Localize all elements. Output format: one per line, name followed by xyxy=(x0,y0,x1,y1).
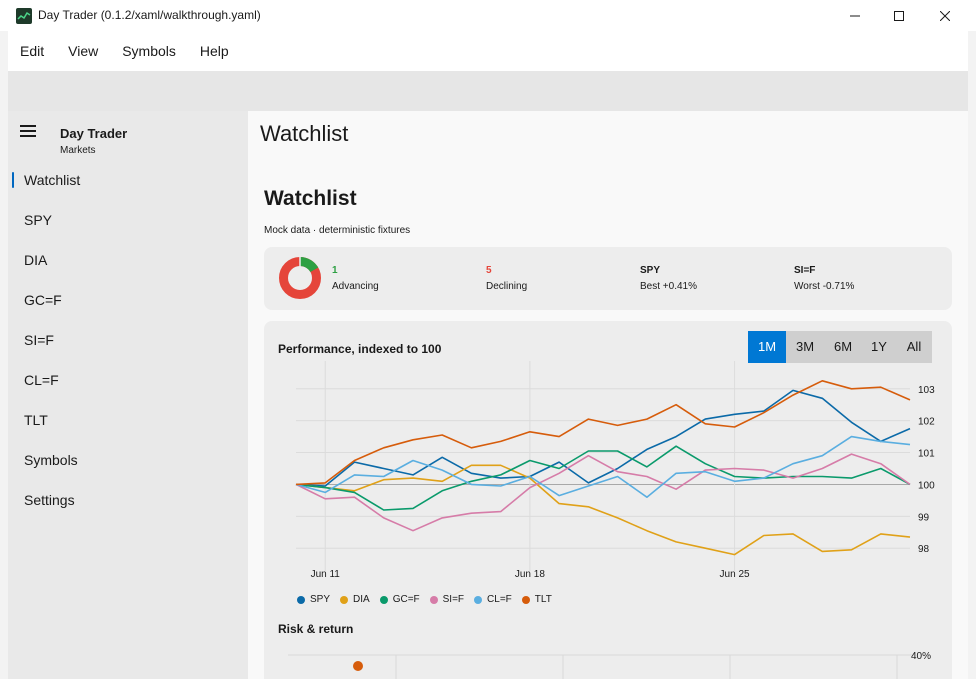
minimize-button[interactable] xyxy=(832,0,878,31)
menu-symbols[interactable]: Symbols xyxy=(122,43,176,59)
range-all-button[interactable]: All xyxy=(906,339,922,354)
range-3m-button[interactable]: 3M xyxy=(795,339,815,354)
sidebar-item-dia[interactable]: DIA xyxy=(24,252,48,268)
legend-label: TLT xyxy=(534,594,552,605)
close-button[interactable] xyxy=(922,0,968,31)
x-tick-label: Jun 25 xyxy=(720,569,750,580)
range-6m-button[interactable]: 6M xyxy=(833,339,853,354)
sidebar: Day Trader Markets Watchlist SPY DIA GC=… xyxy=(8,111,248,679)
legend-label: DIA xyxy=(353,594,370,605)
sidebar-item-tlt[interactable]: TLT xyxy=(24,412,48,428)
close-icon xyxy=(940,10,950,21)
sidebar-item-si[interactable]: SI=F xyxy=(24,332,54,348)
app-subtitle: Markets xyxy=(60,145,96,156)
y-tick-label: 101 xyxy=(918,449,935,460)
legend-item-si[interactable]: SI=F xyxy=(429,594,465,605)
legend-item-spy[interactable]: SPY xyxy=(297,594,330,605)
legend-item-cl[interactable]: CL=F xyxy=(474,594,512,605)
risk-return-chart: 40% xyxy=(288,651,931,679)
best-label: Best +0.41% xyxy=(640,281,697,292)
stat-declining: 5 Declining xyxy=(486,265,527,292)
stat-worst: SI=F Worst -0.71% xyxy=(794,265,854,292)
performance-chart: 98 99 100 101 102 103 Jun 11 Jun 18 Jun 25 xyxy=(295,361,935,580)
series-line-dia xyxy=(295,464,911,556)
window-title: Day Trader (0.1.2/xaml/walkthrough.yaml) xyxy=(38,8,261,22)
advancing-label: Advancing xyxy=(332,281,379,292)
minimize-icon xyxy=(850,15,860,16)
main-content: Watchlist Watchlist Mock data · determin… xyxy=(248,111,968,679)
page-header: Watchlist xyxy=(260,121,349,146)
title-bar: Day Trader (0.1.2/xaml/walkthrough.yaml) xyxy=(0,0,976,31)
legend-label: SPY xyxy=(310,594,331,605)
sidebar-item-cl[interactable]: CL=F xyxy=(24,372,59,388)
menu-view[interactable]: View xyxy=(68,43,99,59)
y-tick-label: 98 xyxy=(918,544,930,555)
sidebar-nav: Watchlist SPY DIA GC=F SI=F CL=F TLT Sym… xyxy=(8,160,248,520)
legend-dot xyxy=(429,595,438,604)
risk-return-y-label: 40% xyxy=(911,651,931,662)
risk-return-point-tlt[interactable] xyxy=(353,661,363,671)
app-name: Day Trader xyxy=(60,126,128,141)
legend-dot xyxy=(474,595,483,604)
series-line-tlt xyxy=(295,379,911,486)
hamburger-menu-icon[interactable] xyxy=(20,125,36,137)
series-line-clf xyxy=(295,435,911,498)
menu-bar: Edit View Symbols Help xyxy=(8,31,968,71)
sidebar-item-watchlist[interactable]: Watchlist xyxy=(8,160,248,200)
legend-dot xyxy=(340,595,349,604)
x-tick-label: Jun 18 xyxy=(515,569,545,580)
legend-dot xyxy=(521,595,530,604)
worst-label: Worst -0.71% xyxy=(794,281,855,292)
worst-symbol: SI=F xyxy=(794,265,816,276)
series-line-spy xyxy=(295,389,911,487)
y-tick-label: 99 xyxy=(918,512,930,523)
y-tick-label: 100 xyxy=(918,480,935,491)
range-selector: 1M 3M 6M 1Y All xyxy=(748,331,932,363)
range-1y-button[interactable]: 1Y xyxy=(871,339,887,354)
app-logo-icon xyxy=(16,8,32,24)
stat-best: SPY Best +0.41% xyxy=(640,265,697,292)
series-line-gcf xyxy=(295,445,911,511)
legend-item-gc[interactable]: GC=F xyxy=(379,594,420,605)
stat-advancing: 1 Advancing xyxy=(332,265,379,292)
advancing-count: 1 xyxy=(332,265,338,276)
legend-item-dia[interactable]: DIA xyxy=(340,594,370,605)
legend-dot xyxy=(379,595,388,604)
menu-edit[interactable]: Edit xyxy=(20,43,45,59)
best-symbol: SPY xyxy=(640,265,661,276)
y-tick-label: 103 xyxy=(918,385,935,396)
legend-dot xyxy=(297,595,305,604)
sidebar-item-symbols[interactable]: Symbols xyxy=(24,452,78,468)
sidebar-item-spy[interactable]: SPY xyxy=(24,212,53,228)
y-tick-label: 102 xyxy=(918,417,935,428)
maximize-button[interactable] xyxy=(876,0,922,31)
performance-title: Performance, indexed to 100 xyxy=(278,342,442,356)
advancing-declining-donut xyxy=(279,257,321,299)
x-tick-label: Jun 11 xyxy=(311,569,341,580)
page-title: Watchlist xyxy=(264,187,357,210)
legend-item-tlt[interactable]: TLT xyxy=(521,594,552,605)
series-line-sif xyxy=(295,453,911,532)
toolbar-strip xyxy=(8,71,968,111)
menu-help[interactable]: Help xyxy=(199,43,229,59)
legend-label: SI=F xyxy=(442,594,465,605)
range-1m-button[interactable]: 1M xyxy=(748,331,786,363)
declining-label: Declining xyxy=(486,281,528,292)
risk-return-title: Risk & return xyxy=(278,622,354,636)
summary-card: 1 Advancing 5 Declining SPY Best +0.41% … xyxy=(264,247,952,310)
sidebar-item-gc[interactable]: GC=F xyxy=(24,292,62,308)
maximize-icon xyxy=(894,10,904,21)
page-subtitle: Mock data · deterministic fixtures xyxy=(264,225,411,236)
legend-label: CL=F xyxy=(487,594,512,605)
performance-card: Performance, indexed to 100 1M 3M 6M 1Y … xyxy=(264,321,952,679)
declining-count: 5 xyxy=(486,265,492,276)
chart-legend: SPY DIA GC=F SI=F CL=F TLT xyxy=(297,594,562,605)
sidebar-item-settings[interactable]: Settings xyxy=(24,492,75,508)
legend-label: GC=F xyxy=(392,594,420,605)
